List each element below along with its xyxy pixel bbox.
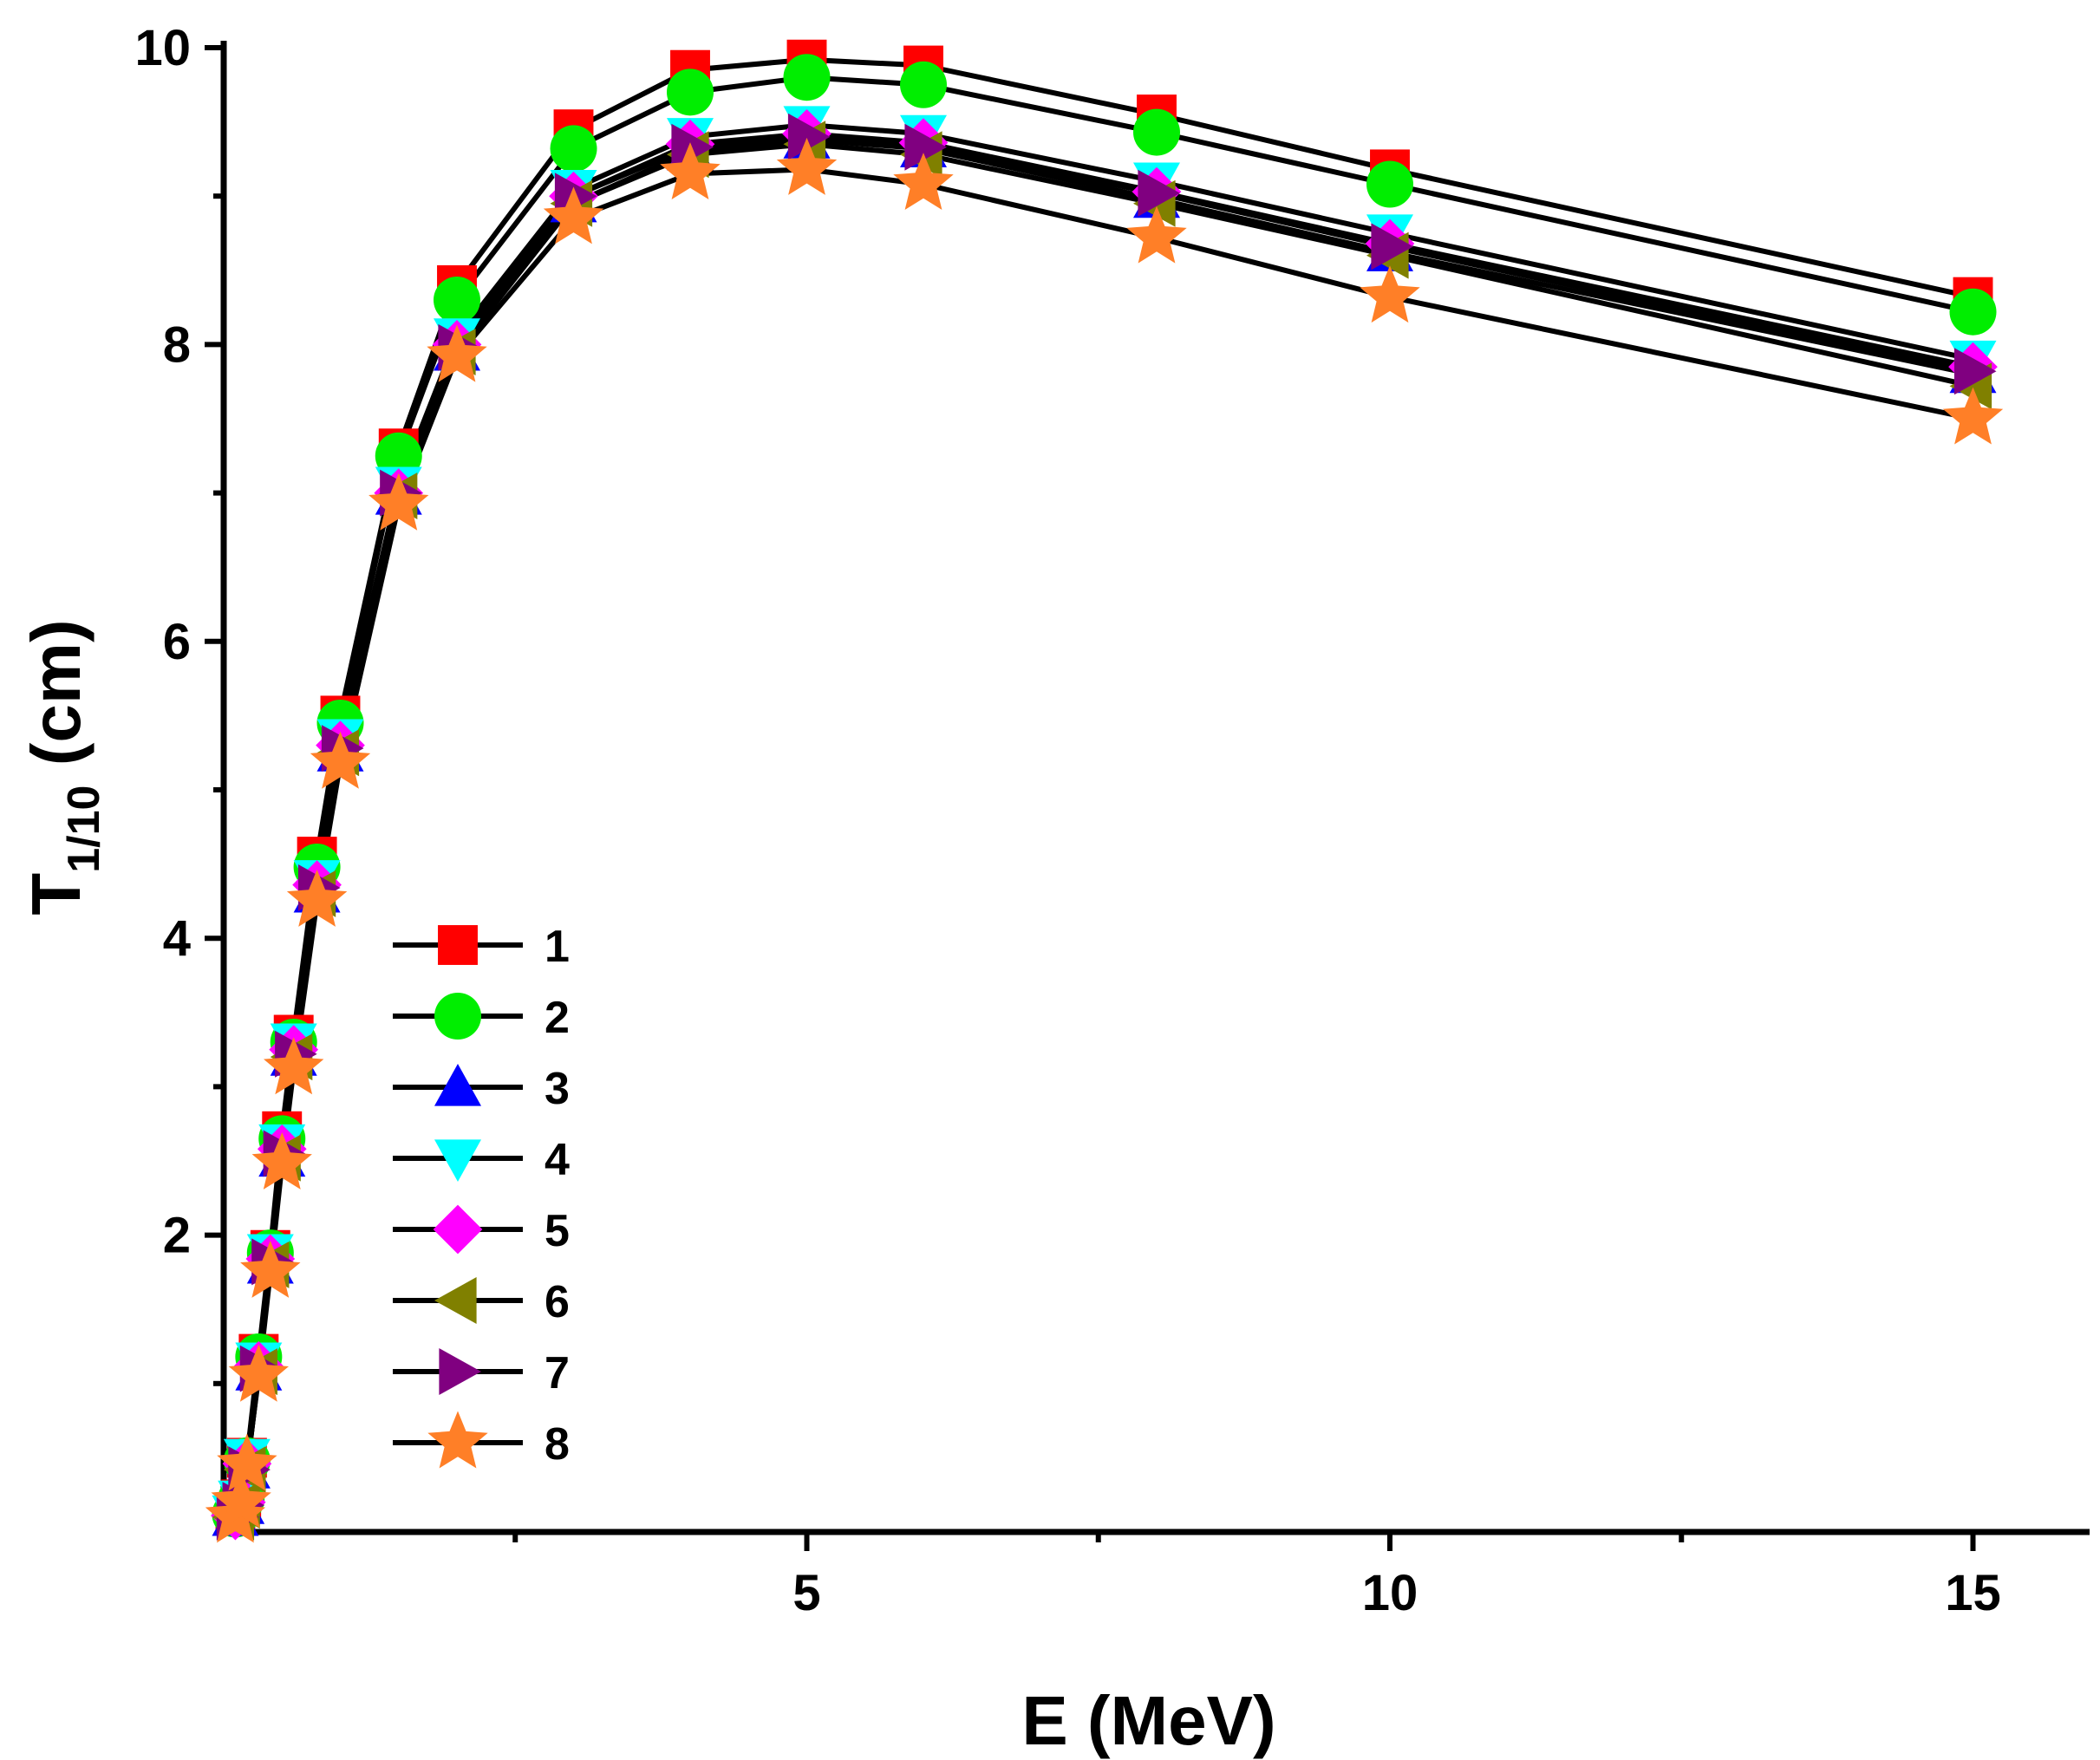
y-tick-label: 6 — [163, 614, 191, 670]
series-8-point — [543, 186, 604, 244]
series-2-point — [667, 68, 714, 116]
series-7-point — [1953, 348, 1997, 395]
legend-label: 6 — [545, 1277, 570, 1327]
series-1-line — [232, 56, 1974, 1516]
series-8-point — [660, 142, 721, 199]
series-8-point — [286, 870, 348, 927]
y-tick-label: 8 — [163, 316, 191, 373]
x-tick-label: 5 — [792, 1565, 820, 1621]
legend-marker — [427, 1411, 488, 1469]
legend-label: 1 — [545, 922, 570, 972]
legend-marker — [434, 1139, 481, 1182]
legend-item-6: 6 — [393, 1277, 570, 1327]
series-2-point — [783, 54, 831, 101]
legend-label: 3 — [545, 1064, 570, 1114]
series-8-point — [1942, 387, 2004, 445]
legend-label: 4 — [545, 1135, 570, 1185]
series-2-point — [1366, 160, 1413, 208]
series-2-point — [900, 61, 947, 108]
y-axis-title-unit: (cm) — [17, 619, 95, 785]
legend-marker — [438, 925, 478, 965]
series-8-point — [264, 1037, 324, 1095]
x-axis-title: E (MeV) — [1021, 1682, 1275, 1759]
legend-marker — [434, 1277, 477, 1324]
series-3-line — [232, 137, 1974, 1519]
legend-item-2: 2 — [393, 993, 570, 1043]
series-markers — [205, 39, 2004, 1543]
series-7-point — [671, 123, 714, 171]
series-5-line — [232, 131, 1974, 1517]
y-axis-title: T1/10 (cm) — [17, 619, 109, 915]
series-4-line — [232, 122, 1974, 1516]
series-8-point — [776, 137, 838, 195]
legend-marker — [434, 993, 481, 1040]
y-tick-label: 2 — [163, 1208, 191, 1264]
legend-label: 7 — [545, 1348, 570, 1398]
legend-marker — [433, 1204, 483, 1255]
legend-item-5: 5 — [393, 1204, 570, 1256]
legend-item-4: 4 — [393, 1135, 570, 1185]
legend-item-8: 8 — [393, 1411, 570, 1470]
series-8-point — [251, 1132, 312, 1190]
series-8-point — [217, 1433, 277, 1491]
series-7-point — [1138, 169, 1180, 217]
legend-item-7: 7 — [393, 1348, 570, 1398]
series-2-point — [1949, 288, 1997, 336]
series-2-point — [550, 125, 597, 173]
series-8-point — [310, 731, 371, 789]
y-axis-title-subscript: 1/10 — [59, 785, 109, 873]
series-8-point — [1126, 205, 1187, 264]
series-8-point — [240, 1241, 301, 1298]
y-tick-label: 10 — [134, 20, 191, 76]
series-8-point — [228, 1344, 289, 1402]
series-7-point — [904, 123, 947, 171]
series-2-markers — [212, 54, 1997, 1538]
series-6-line — [232, 141, 1974, 1519]
series-2-point — [1133, 108, 1180, 156]
series-7-line — [232, 134, 1974, 1519]
series-7-point — [787, 113, 831, 160]
series-8-point — [211, 1470, 271, 1529]
legend-label: 2 — [545, 993, 570, 1043]
legend-item-3: 3 — [393, 1064, 570, 1114]
y-axis-title-main: T — [17, 873, 95, 916]
x-tick-label: 15 — [1945, 1565, 2001, 1621]
legend-item-1: 1 — [393, 922, 570, 972]
x-tick-label: 10 — [1362, 1565, 1418, 1621]
legend-marker — [439, 1348, 481, 1395]
y-tick-label: 4 — [163, 910, 191, 967]
legend-label: 5 — [545, 1206, 570, 1256]
series-7-point — [1371, 223, 1413, 271]
legend-label: 8 — [545, 1419, 570, 1470]
series-8-point — [368, 473, 429, 531]
series-2-point — [434, 277, 480, 324]
series-8-point — [893, 153, 954, 210]
legend: 1 2 3 4 5 6 7 8 — [393, 922, 570, 1470]
series-8-point — [1360, 265, 1420, 323]
series-8-line — [232, 166, 1974, 1519]
series-8-point — [427, 324, 487, 382]
legend-marker — [434, 1064, 481, 1106]
series-8-markers — [205, 137, 2004, 1543]
